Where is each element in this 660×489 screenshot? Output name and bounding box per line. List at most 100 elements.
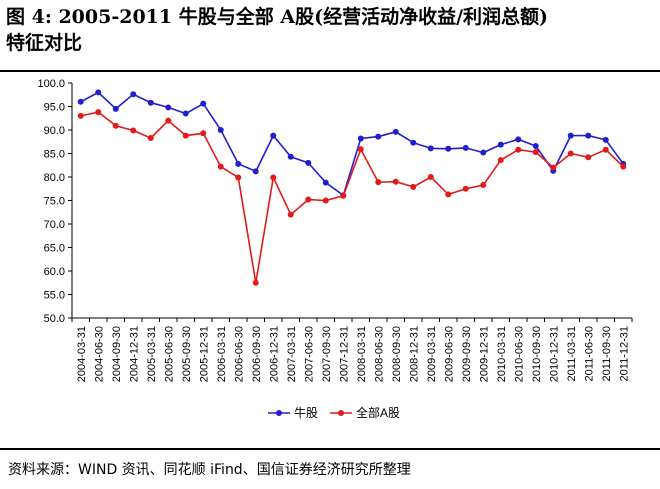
series-1-point xyxy=(375,179,382,186)
legend-label-0: 牛股 xyxy=(294,405,318,420)
series-0-point xyxy=(515,136,522,143)
x-tick-label: 2011-12-31 xyxy=(618,326,630,381)
x-tick-label: 2009-12-31 xyxy=(478,326,490,382)
series-0-point xyxy=(322,179,329,186)
series-1-point xyxy=(340,192,347,199)
series-1-point xyxy=(287,211,294,218)
series-0-point xyxy=(532,142,539,149)
x-tick-label: 2011-09-30 xyxy=(601,326,613,381)
series-0-point xyxy=(497,141,504,148)
x-tick-label: 2008-06-30 xyxy=(373,326,385,382)
series-1-point xyxy=(252,279,259,286)
series-0-point xyxy=(270,132,277,139)
series-0-point xyxy=(287,153,294,160)
x-tick-label: 2008-12-31 xyxy=(408,326,420,382)
series-0-point xyxy=(585,132,592,139)
series-1-point xyxy=(532,149,539,156)
series-1-point xyxy=(410,183,417,190)
series-1-point xyxy=(480,181,487,188)
series-0-point xyxy=(130,91,137,98)
x-tick-label: 2010-03-31 xyxy=(496,326,508,382)
series-0-point xyxy=(182,110,189,117)
series-1-point xyxy=(585,154,592,161)
series-1-point xyxy=(497,157,504,164)
y-tick-label: 60.0 xyxy=(44,266,65,278)
y-tick-label: 75.0 xyxy=(44,196,65,208)
series-1-point xyxy=(270,174,277,181)
x-tick-label: 2009-03-31 xyxy=(426,326,438,382)
series-1-point xyxy=(567,150,574,157)
series-0-point xyxy=(357,135,364,142)
x-tick-label: 2007-12-31 xyxy=(338,326,350,382)
series-1-point xyxy=(620,163,627,170)
series-1-point xyxy=(322,197,329,204)
series-0-point xyxy=(200,100,207,107)
figure-title-line-2: 特征对比 xyxy=(6,32,83,54)
series-line-0 xyxy=(80,91,624,197)
legend-label-1: 全部A股 xyxy=(356,405,400,420)
series-1-point xyxy=(305,196,312,203)
source-note: 资料来源：WIND 资讯、同花顺 iFind、国信证券经济研究所整理 xyxy=(8,462,411,478)
series-0-point xyxy=(217,127,224,133)
chart-legend: 牛股 全部A股 xyxy=(268,405,400,420)
series-0-point xyxy=(427,145,434,152)
series-1-point xyxy=(515,146,522,153)
x-tick-label: 2007-06-30 xyxy=(303,326,315,382)
x-tick-label: 2005-06-30 xyxy=(163,326,175,382)
series-0-point xyxy=(602,136,609,143)
y-tick-label: 70.0 xyxy=(44,219,65,231)
chart-axes: 50.0 55.0 60.0 65.0 70.0 75.0 80.0 85.0 90.0 95.0… xyxy=(37,78,633,382)
series-1-point xyxy=(217,163,224,170)
x-tick-label: 2006-06-30 xyxy=(233,326,245,382)
series-0-point xyxy=(480,149,487,156)
x-tick-label: 2004-12-31 xyxy=(128,326,140,382)
x-tick-label: 2010-12-31 xyxy=(548,326,560,382)
series-0-point xyxy=(147,99,154,106)
series-1-point xyxy=(182,132,189,139)
series-1-point xyxy=(95,109,102,116)
legend-marker-0 xyxy=(276,410,282,416)
x-tick-label: 2008-03-31 xyxy=(356,326,368,382)
x-tick-label: 2009-06-30 xyxy=(443,326,455,382)
y-tick-label: 100.0 xyxy=(37,78,65,90)
x-tick-label: 2007-03-31 xyxy=(286,326,298,382)
y-tick-label: 90.0 xyxy=(44,125,65,137)
series-0-point xyxy=(77,98,84,105)
x-tick-label: 2007-09-30 xyxy=(321,326,333,382)
y-tick-label: 95.0 xyxy=(44,102,65,114)
y-tick-label: 65.0 xyxy=(44,243,65,255)
y-tick-label: 80.0 xyxy=(44,172,65,184)
x-tick-label: 2006-12-31 xyxy=(268,326,280,382)
x-tick-label: 2006-09-30 xyxy=(251,326,263,382)
series-0-point xyxy=(95,89,102,96)
series-0-point xyxy=(567,132,574,139)
series-1-point xyxy=(462,185,469,192)
series-1-point xyxy=(200,130,207,137)
y-tick-label: 50.0 xyxy=(44,313,65,325)
series-1-point xyxy=(445,191,452,198)
x-tick-label: 2005-12-31 xyxy=(198,326,210,382)
series-1-point xyxy=(77,112,84,119)
series-1-point xyxy=(392,178,399,185)
series-0-point xyxy=(305,159,312,166)
series-1-point xyxy=(235,174,242,181)
x-tick-label: 2010-09-30 xyxy=(531,326,543,382)
x-tick-label: 2010-06-30 xyxy=(513,326,525,382)
series-1-point xyxy=(427,174,434,180)
x-tick-label: 2011-06-30 xyxy=(583,326,595,381)
x-tick-label: 2011-03-31 xyxy=(566,326,578,381)
series-1-point xyxy=(130,127,137,134)
series-1-point xyxy=(165,117,172,124)
x-tick-label: 2004-03-31 xyxy=(76,326,88,382)
x-tick-label: 2005-09-30 xyxy=(181,326,193,382)
x-tick-label: 2006-03-31 xyxy=(216,326,228,382)
series-0-point xyxy=(235,160,242,167)
x-tick-label: 2004-06-30 xyxy=(93,326,105,382)
series-1-point xyxy=(357,146,364,153)
series-0-point xyxy=(462,144,469,151)
y-tick-label: 85.0 xyxy=(44,149,65,161)
x-tick-label: 2004-09-30 xyxy=(111,326,123,382)
x-tick-label: 2008-09-30 xyxy=(391,326,403,382)
y-tick-label: 55.0 xyxy=(44,290,65,302)
